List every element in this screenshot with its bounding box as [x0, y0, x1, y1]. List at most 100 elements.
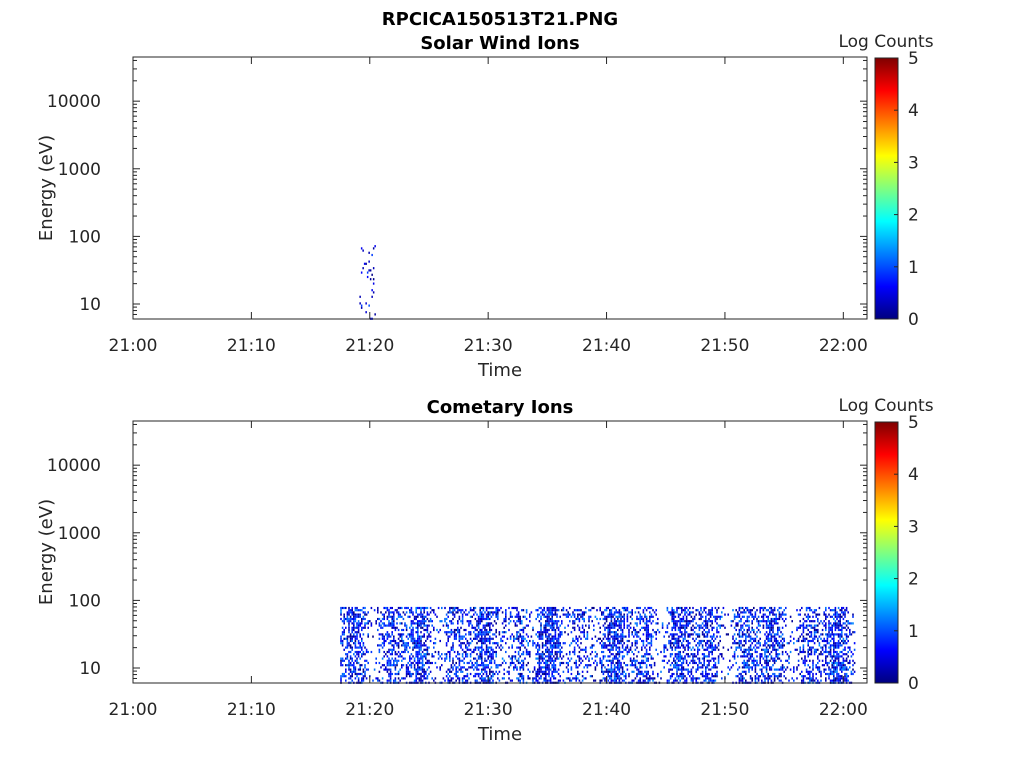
heatmap-cell	[617, 617, 619, 621]
heatmap-cell	[692, 611, 694, 614]
heatmap-cell	[580, 613, 582, 616]
heatmap-cell	[469, 609, 472, 612]
heatmap-cell	[455, 655, 457, 658]
heatmap-cell	[517, 677, 520, 680]
heatmap-cell	[641, 666, 643, 669]
heatmap-cell	[682, 615, 685, 618]
heatmap-cell	[351, 664, 353, 667]
heatmap-cell	[676, 633, 678, 636]
heatmap-cell	[351, 609, 353, 612]
heatmap-cell	[485, 615, 488, 618]
heatmap-cell	[781, 664, 784, 667]
heatmap-cell	[700, 615, 702, 618]
heatmap-cell	[388, 642, 390, 645]
heatmap-cell	[549, 657, 552, 660]
heatmap-cell	[453, 672, 456, 676]
heatmap-cell	[490, 648, 493, 651]
heatmap-cell	[753, 646, 755, 649]
heatmap-cell	[604, 677, 606, 680]
heatmap-cell	[361, 637, 363, 640]
heatmap-cell	[522, 615, 525, 618]
x-tick-label: 21:50	[700, 700, 749, 720]
heatmap-cell	[602, 672, 605, 676]
heatmap-cell	[618, 620, 621, 623]
heatmap-cell	[735, 624, 737, 627]
heatmap-cell	[345, 617, 347, 621]
heatmap-cell	[741, 606, 744, 610]
heatmap-cell	[532, 679, 534, 682]
heatmap-cell	[345, 668, 347, 671]
heatmap-cell	[572, 613, 574, 616]
heatmap-cell	[362, 606, 365, 610]
heatmap-cell	[687, 655, 689, 658]
heatmap-cell	[417, 620, 419, 623]
heatmap-cell	[777, 628, 779, 632]
heatmap-cell	[415, 672, 417, 676]
heatmap-cell	[545, 631, 547, 634]
heatmap-cell	[410, 666, 413, 669]
heatmap-cell	[589, 646, 592, 649]
heatmap-cell	[418, 657, 421, 660]
heatmap-cell	[797, 659, 800, 662]
heatmap-cell	[746, 609, 749, 612]
heatmap-cell	[404, 642, 406, 645]
heatmap-cell	[577, 639, 579, 643]
heatmap-cell	[425, 655, 427, 658]
heatmap-cell	[647, 635, 649, 638]
heatmap-cell	[375, 657, 377, 660]
heatmap-cell	[821, 622, 824, 625]
heatmap-cell	[484, 617, 486, 621]
heatmap-cell	[740, 624, 742, 627]
heatmap-cell	[833, 633, 835, 636]
heatmap-cell	[468, 611, 470, 614]
heatmap-cell	[705, 635, 707, 638]
heatmap-cell	[444, 657, 446, 660]
heatmap-cell	[833, 672, 835, 676]
heatmap-cell	[716, 672, 718, 676]
heatmap-cell	[474, 661, 477, 665]
heatmap-cell	[626, 617, 629, 621]
heatmap-cell	[364, 624, 366, 627]
heatmap-cell	[623, 609, 625, 612]
heatmap-cell	[397, 628, 400, 632]
heatmap-cell	[484, 670, 486, 673]
heatmap-cell	[631, 631, 633, 634]
heatmap-cell	[537, 609, 539, 612]
heatmap-cell	[575, 679, 577, 682]
heatmap-cell	[609, 670, 611, 673]
heatmap-cell	[748, 626, 750, 629]
heatmap-cell	[389, 615, 392, 618]
heatmap-cell	[402, 639, 405, 643]
heatmap-cell	[481, 635, 483, 638]
heatmap-cell	[575, 661, 577, 665]
heatmap-cell	[829, 626, 832, 629]
heatmap-cell	[789, 635, 792, 638]
heatmap-cell	[764, 613, 766, 616]
heatmap-cell	[676, 609, 678, 612]
heatmap-cell	[599, 657, 601, 660]
heatmap-cell	[746, 624, 749, 627]
heatmap-cell	[420, 661, 422, 665]
heatmap-cell	[401, 615, 403, 618]
heatmap-cell	[853, 661, 856, 665]
heatmap-cell	[364, 613, 366, 616]
heatmap-cell	[637, 670, 640, 673]
heatmap-cell	[465, 650, 467, 654]
heatmap-cell	[698, 635, 701, 638]
heatmap-cell	[428, 633, 430, 636]
heatmap-cell	[655, 633, 657, 636]
heatmap-cell	[652, 609, 654, 612]
heatmap-cell	[543, 606, 545, 610]
heatmap-cell	[567, 611, 569, 614]
heatmap-cell	[839, 677, 841, 680]
heatmap-cell	[746, 606, 749, 610]
heatmap-cell	[645, 622, 648, 625]
heatmap-cell	[618, 679, 621, 682]
heatmap-cell	[636, 606, 638, 610]
heatmap-cell	[602, 644, 605, 647]
heatmap-cell	[674, 628, 677, 632]
heatmap-cell	[519, 655, 521, 658]
heatmap-cell	[673, 679, 675, 682]
y-tick-label: 10	[79, 295, 101, 315]
heatmap-cell	[356, 635, 358, 638]
